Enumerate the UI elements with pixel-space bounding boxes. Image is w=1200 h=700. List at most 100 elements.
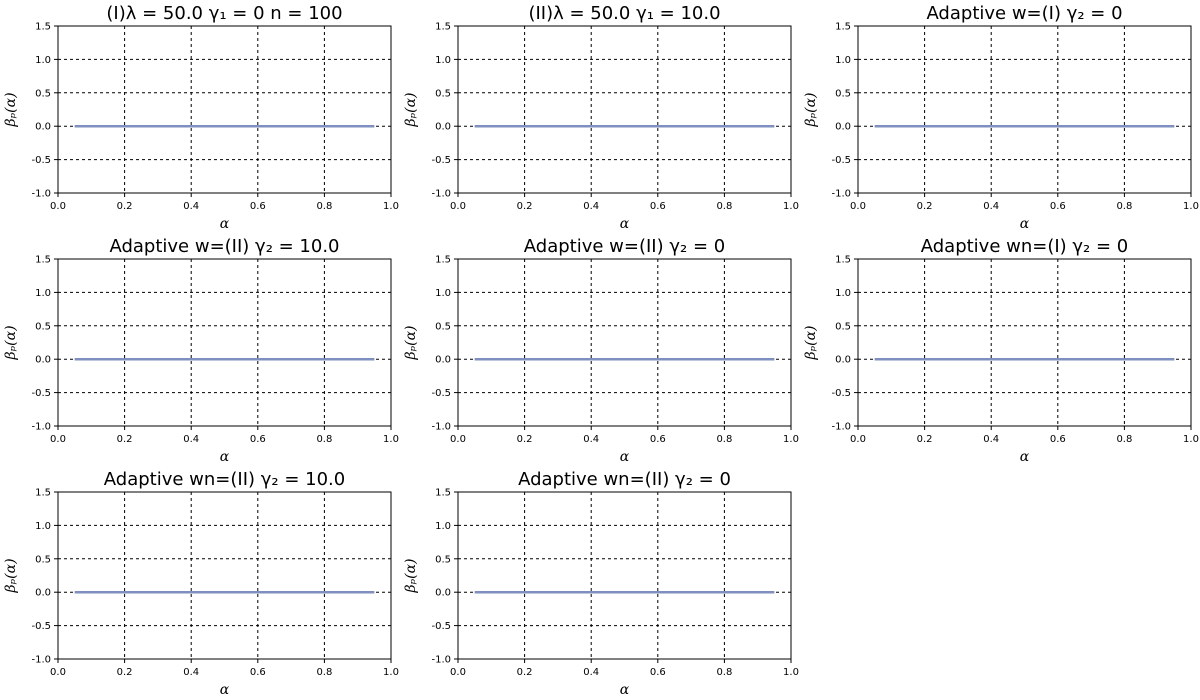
x-axis-label: α	[620, 449, 630, 465]
y-tick-label: -0.5	[831, 388, 851, 399]
y-tick-label: 0.5	[835, 88, 851, 99]
x-tick-label: 0.8	[716, 434, 732, 445]
y-axis-label: βₚ(α)	[3, 325, 19, 360]
x-tick-label: 0.6	[650, 667, 666, 678]
x-tick-label: 0.0	[450, 201, 466, 212]
x-tick-label: 1.0	[1183, 434, 1199, 445]
x-tick-label: 1.0	[1183, 201, 1199, 212]
subplot-title: (II)λ = 50.0 γ₁ = 10.0	[528, 3, 720, 24]
x-tick-label: 0.0	[50, 201, 66, 212]
y-tick-label: -1.0	[431, 655, 451, 666]
y-tick-label: -0.5	[31, 621, 51, 632]
y-tick-label: -1.0	[31, 189, 51, 200]
x-axis-label: α	[220, 216, 230, 232]
x-tick-label: 0.0	[850, 434, 866, 445]
plot-frame	[57, 25, 392, 194]
y-axis-label: βₚ(α)	[403, 325, 419, 360]
y-tick-label: 0.5	[435, 554, 451, 565]
y-tick-label: 0.5	[35, 321, 51, 332]
y-tick-label: 1.5	[35, 22, 51, 33]
y-tick-label: 0.0	[435, 355, 451, 366]
x-axis-label: α	[620, 682, 630, 698]
y-tick-label: 0.0	[435, 122, 451, 133]
plot-frame	[457, 491, 792, 660]
y-tick-label: 0.5	[835, 321, 851, 332]
x-tick-label: 0.2	[917, 201, 933, 212]
y-tick-label: -1.0	[831, 189, 851, 200]
plot-frame	[57, 491, 392, 660]
y-tick-label: 1.0	[435, 288, 451, 299]
subplot-title: Adaptive wn=(II) γ₂ = 10.0	[104, 469, 345, 490]
x-tick-label: 0.0	[50, 667, 66, 678]
subplot-8: 0.0 0.2 0.4 0.6 0.8 1.0 -1.0 -0.5 0.0 0.5 1.0 1.5 Ad…	[403, 469, 799, 698]
subplot-7: 0.0 0.2 0.4 0.6 0.8 1.0 -1.0 -0.5 0.0 0.5 1.0 1.5 Ad…	[3, 469, 399, 698]
x-tick-label: 0.6	[250, 667, 266, 678]
y-tick-label: -0.5	[431, 621, 451, 632]
x-tick-label: 0.8	[316, 434, 332, 445]
y-tick-label: 1.5	[435, 488, 451, 499]
x-tick-label: 0.0	[850, 201, 866, 212]
x-tick-label: 0.6	[1050, 201, 1066, 212]
plot-frame	[457, 25, 792, 194]
x-tick-label: 0.0	[50, 434, 66, 445]
plot-frame	[457, 258, 792, 427]
y-tick-label: 1.5	[835, 22, 851, 33]
plot-frame	[57, 258, 392, 427]
x-tick-label: 0.2	[117, 201, 133, 212]
x-tick-label: 0.2	[117, 667, 133, 678]
x-tick-label: 0.8	[1116, 434, 1132, 445]
y-tick-label: 0.0	[835, 122, 851, 133]
subplot-title: Adaptive w=(II) γ₂ = 0	[524, 236, 725, 257]
y-axis-label: βₚ(α)	[3, 92, 19, 127]
x-tick-label: 1.0	[383, 667, 399, 678]
subplot-title: Adaptive wn=(II) γ₂ = 0	[518, 469, 731, 490]
x-tick-label: 0.4	[583, 434, 599, 445]
subplot-title: (I)λ = 50.0 γ₁ = 0 n = 100	[106, 3, 342, 24]
y-tick-label: 1.0	[35, 521, 51, 532]
x-tick-label: 0.2	[517, 667, 533, 678]
x-tick-label: 0.6	[650, 434, 666, 445]
subplot-4: 0.0 0.2 0.4 0.6 0.8 1.0 -1.0 -0.5 0.0 0.5 1.0 1.5 Ad…	[3, 236, 399, 465]
y-tick-label: 1.0	[835, 55, 851, 66]
x-tick-label: 0.6	[1050, 434, 1066, 445]
x-tick-label: 0.4	[183, 201, 199, 212]
subplot-5: 0.0 0.2 0.4 0.6 0.8 1.0 -1.0 -0.5 0.0 0.5 1.0 1.5 Ad…	[403, 236, 799, 465]
y-axis-label: βₚ(α)	[803, 92, 819, 127]
x-tick-label: 1.0	[383, 434, 399, 445]
x-axis-label: α	[220, 449, 230, 465]
y-tick-label: -1.0	[431, 189, 451, 200]
y-tick-label: 1.5	[35, 488, 51, 499]
x-axis-label: α	[1020, 216, 1030, 232]
x-tick-label: 0.4	[183, 434, 199, 445]
x-tick-label: 0.6	[250, 434, 266, 445]
y-tick-label: 0.0	[35, 122, 51, 133]
y-axis-label: βₚ(α)	[403, 92, 419, 127]
y-tick-label: 0.0	[35, 355, 51, 366]
x-tick-label: 0.4	[983, 201, 999, 212]
subplot-title: Adaptive wn=(I) γ₂ = 0	[921, 236, 1129, 257]
y-tick-label: 1.0	[435, 521, 451, 532]
subplot-6: 0.0 0.2 0.4 0.6 0.8 1.0 -1.0 -0.5 0.0 0.5 1.0 1.5 Ad…	[803, 236, 1199, 465]
y-tick-label: -0.5	[431, 388, 451, 399]
y-tick-label: -1.0	[31, 422, 51, 433]
x-tick-label: 0.8	[716, 667, 732, 678]
x-tick-label: 0.8	[716, 201, 732, 212]
x-tick-label: 0.0	[450, 667, 466, 678]
y-tick-label: 1.5	[435, 22, 451, 33]
subplot-2: 0.0 0.2 0.4 0.6 0.8 1.0 -1.0 -0.5 0.0 0.5 1.0 1.5 (I…	[403, 3, 799, 232]
x-tick-label: 1.0	[783, 434, 799, 445]
y-tick-label: 0.5	[35, 88, 51, 99]
y-tick-label: 1.5	[835, 255, 851, 266]
x-tick-label: 0.8	[1116, 201, 1132, 212]
x-tick-label: 0.4	[583, 201, 599, 212]
y-tick-label: 1.5	[435, 255, 451, 266]
x-tick-label: 0.4	[983, 434, 999, 445]
y-tick-label: -0.5	[31, 155, 51, 166]
x-tick-label: 1.0	[783, 667, 799, 678]
y-tick-label: 0.0	[35, 588, 51, 599]
y-tick-label: 0.0	[435, 588, 451, 599]
subplot-3: 0.0 0.2 0.4 0.6 0.8 1.0 -1.0 -0.5 0.0 0.5 1.0 1.5 Ad…	[803, 3, 1199, 232]
y-tick-label: -0.5	[831, 155, 851, 166]
x-tick-label: 0.4	[583, 667, 599, 678]
